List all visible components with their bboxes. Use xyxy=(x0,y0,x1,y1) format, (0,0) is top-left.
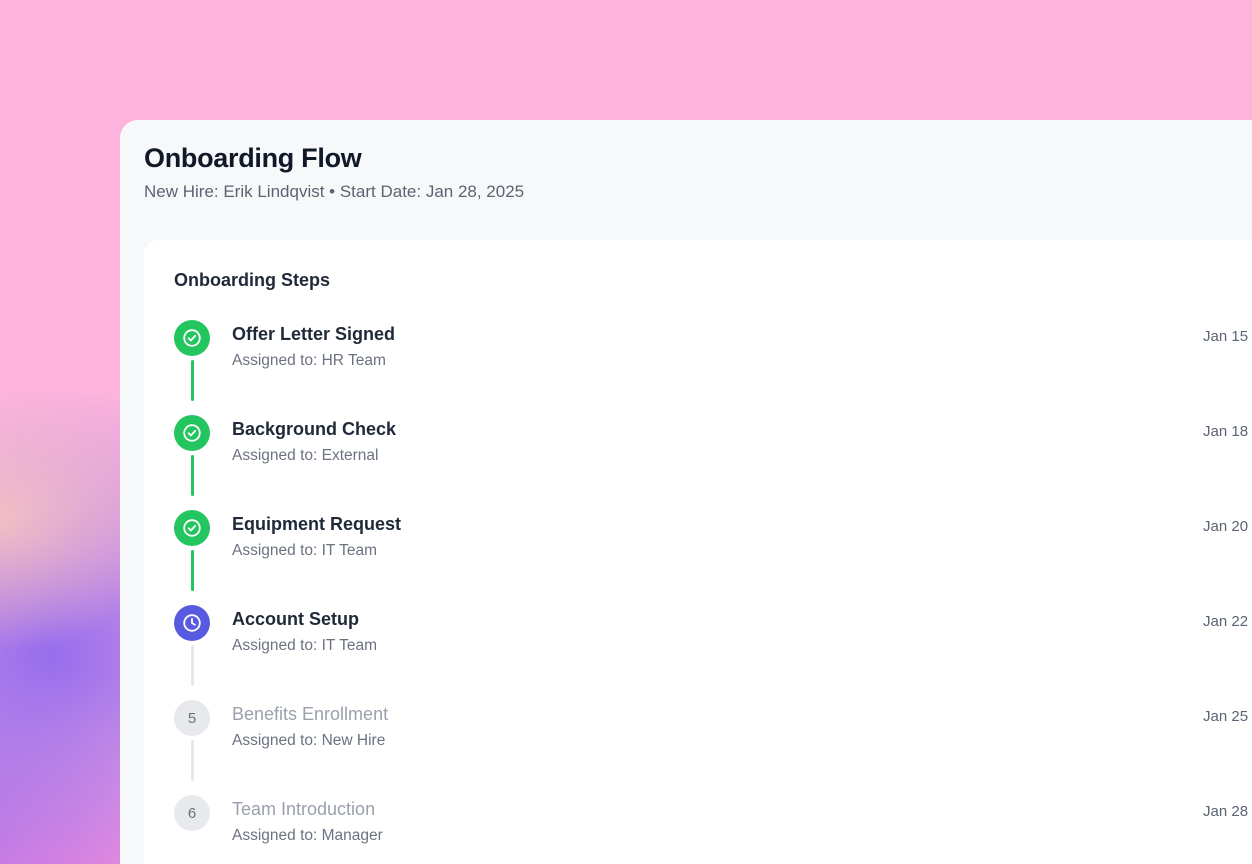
onboarding-step: Offer Letter Signed Assigned to: HR Team… xyxy=(174,320,1252,415)
step-marker-column xyxy=(174,320,210,415)
step-connector xyxy=(190,550,194,591)
clock-icon xyxy=(183,614,201,632)
step-number: 6 xyxy=(187,804,197,822)
onboarding-step: Background Check Assigned to: External J… xyxy=(174,415,1252,510)
step-assignee: Assigned to: External xyxy=(232,447,379,464)
step-connector xyxy=(190,645,194,686)
step-marker-column: 5 xyxy=(174,700,210,795)
step-status-marker xyxy=(174,320,210,356)
step-status-marker: 6 xyxy=(174,795,210,831)
onboarding-step: Equipment Request Assigned to: IT Team J… xyxy=(174,510,1252,605)
step-marker-column xyxy=(174,510,210,605)
step-body: Team Introduction Assigned to: Manager xyxy=(232,795,383,864)
page-title: Onboarding Flow xyxy=(144,143,362,173)
step-status-marker xyxy=(174,605,210,641)
steps-list: Offer Letter Signed Assigned to: HR Team… xyxy=(174,320,1252,864)
steps-panel-heading: Onboarding Steps xyxy=(174,270,331,290)
step-status-marker xyxy=(174,415,210,451)
step-status-marker: 5 xyxy=(174,700,210,736)
step-marker-column xyxy=(174,605,210,700)
check-circle-icon xyxy=(183,424,201,442)
step-connector xyxy=(190,740,194,781)
onboarding-step: 6 Team Introduction Assigned to: Manager… xyxy=(174,795,1252,864)
steps-panel: Onboarding Steps Offer Letter Signed Ass… xyxy=(144,240,1252,864)
onboarding-step: Account Setup Assigned to: IT Team Jan 2… xyxy=(174,605,1252,700)
step-title: Account Setup xyxy=(232,609,360,629)
step-assignee: Assigned to: IT Team xyxy=(232,542,378,559)
step-marker-column: 6 xyxy=(174,795,210,864)
step-assignee: Assigned to: HR Team xyxy=(232,352,386,369)
step-number: 5 xyxy=(187,709,197,727)
step-assignee: Assigned to: IT Team xyxy=(232,637,378,654)
page-subtitle: New Hire: Erik Lindqvist • Start Date: J… xyxy=(144,182,525,201)
onboarding-step: 5 Benefits Enrollment Assigned to: New H… xyxy=(174,700,1252,795)
step-status-marker xyxy=(174,510,210,546)
step-connector xyxy=(190,360,194,401)
step-title: Offer Letter Signed xyxy=(232,324,396,344)
step-body: Background Check Assigned to: External xyxy=(232,415,396,510)
step-marker-column xyxy=(174,415,210,510)
step-body: Offer Letter Signed Assigned to: HR Team xyxy=(232,320,395,415)
check-circle-icon xyxy=(183,519,201,537)
step-assignee: Assigned to: Manager xyxy=(232,827,383,844)
step-assignee: Assigned to: New Hire xyxy=(232,732,386,749)
step-date: Jan 20 xyxy=(1203,518,1249,535)
step-title: Background Check xyxy=(232,419,397,439)
step-body: Account Setup Assigned to: IT Team xyxy=(232,605,377,700)
onboarding-card: Onboarding Flow New Hire: Erik Lindqvist… xyxy=(120,120,1252,864)
step-title: Benefits Enrollment xyxy=(232,704,389,724)
step-date: Jan 15 xyxy=(1203,328,1249,345)
step-date: Jan 28 xyxy=(1203,803,1249,820)
step-title: Team Introduction xyxy=(232,799,376,819)
step-connector xyxy=(190,455,194,496)
step-body: Benefits Enrollment Assigned to: New Hir… xyxy=(232,700,388,795)
step-date: Jan 22 xyxy=(1203,613,1249,630)
step-date: Jan 25 xyxy=(1203,708,1249,725)
step-body: Equipment Request Assigned to: IT Team xyxy=(232,510,401,605)
step-title: Equipment Request xyxy=(232,514,402,534)
step-date: Jan 18 xyxy=(1203,423,1249,440)
check-circle-icon xyxy=(183,329,201,347)
